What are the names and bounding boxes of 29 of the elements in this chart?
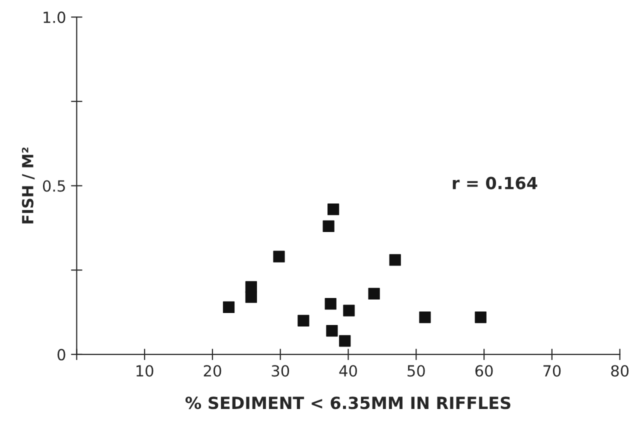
point	[328, 204, 340, 216]
x-tick-label: 10	[136, 365, 154, 377]
y-axis-title: FISH / M²	[22, 148, 35, 224]
x-axis-title: % SEDIMENT < 6.35MM IN RIFFLES	[185, 396, 510, 410]
point	[222, 301, 235, 313]
point	[245, 291, 257, 303]
point	[419, 311, 431, 324]
x-tick-label: 40	[339, 365, 357, 377]
y-tick-label: 0.5	[42, 180, 65, 192]
point	[474, 311, 486, 324]
y-tick-label: 1.0	[44, 12, 66, 24]
point	[298, 314, 310, 326]
x-tick-label: 70	[543, 365, 561, 377]
point	[273, 250, 285, 262]
point	[326, 324, 338, 337]
point	[245, 281, 257, 293]
x-tick-label: 60	[475, 365, 493, 377]
x-tick-label: 30	[272, 365, 290, 377]
x-tick-label: 20	[204, 365, 222, 377]
point	[339, 335, 351, 347]
point	[324, 298, 336, 310]
annotation: r = 0.164	[452, 176, 538, 190]
x-tick-label: 80	[611, 365, 629, 377]
point	[322, 220, 334, 232]
x-tick-label: 50	[408, 365, 425, 377]
point	[389, 254, 401, 266]
point	[368, 288, 380, 300]
y-tick-label: 0	[58, 348, 66, 360]
point	[343, 304, 355, 316]
